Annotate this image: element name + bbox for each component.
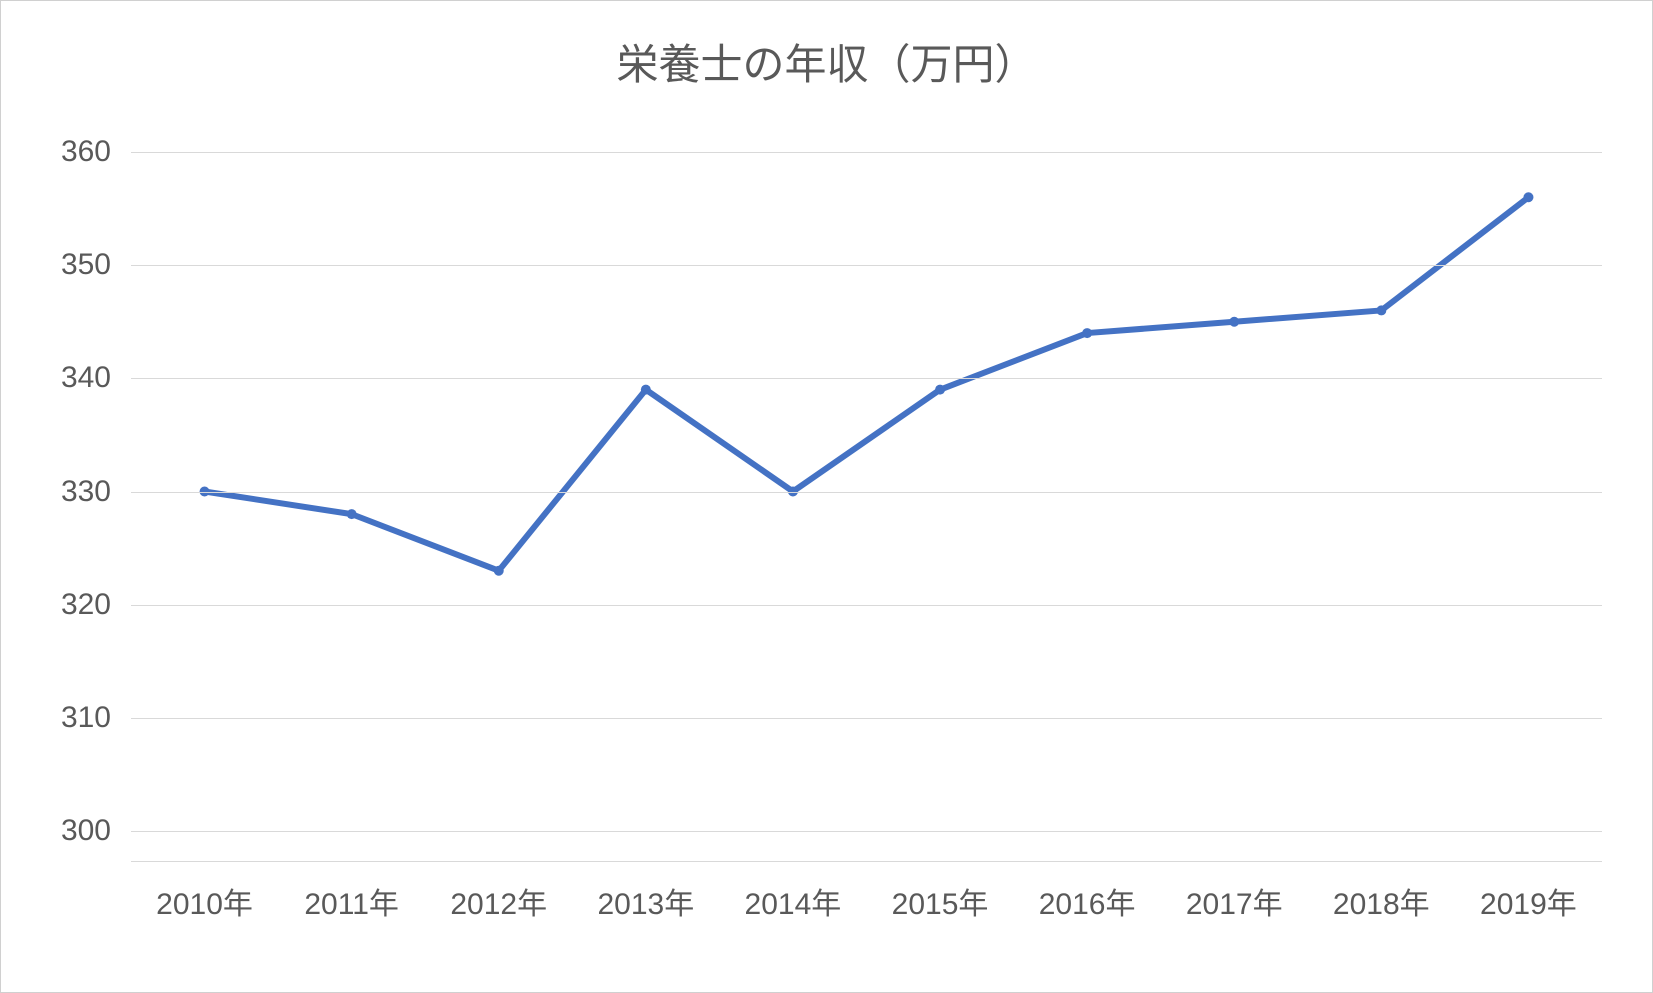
y-tick-label: 300 bbox=[61, 814, 111, 848]
data-point bbox=[935, 385, 945, 395]
grid-line bbox=[131, 378, 1602, 379]
x-tick-label: 2012年 bbox=[425, 867, 572, 922]
chart-container: 栄養士の年収（万円） 300310320330340350360 2010年20… bbox=[0, 0, 1653, 993]
plot-wrap: 300310320330340350360 2010年2011年2012年201… bbox=[31, 112, 1622, 922]
y-tick-label: 310 bbox=[61, 701, 111, 735]
data-point bbox=[347, 509, 357, 519]
x-tick-label: 2011年 bbox=[278, 867, 425, 922]
grid-line bbox=[131, 605, 1602, 606]
x-tick-label: 2014年 bbox=[719, 867, 866, 922]
grid-line bbox=[131, 831, 1602, 832]
data-point bbox=[1523, 192, 1533, 202]
y-tick-label: 340 bbox=[61, 361, 111, 395]
y-tick-label: 330 bbox=[61, 475, 111, 509]
chart-title: 栄養士の年収（万円） bbox=[31, 31, 1622, 92]
x-axis: 2010年2011年2012年2013年2014年2015年2016年2017年… bbox=[131, 867, 1602, 922]
x-tick-label: 2019年 bbox=[1455, 867, 1602, 922]
data-point bbox=[494, 566, 504, 576]
y-tick-label: 360 bbox=[61, 135, 111, 169]
x-tick-label: 2016年 bbox=[1014, 867, 1161, 922]
grid-line bbox=[131, 718, 1602, 719]
grid-line bbox=[131, 152, 1602, 153]
x-tick-label: 2018年 bbox=[1308, 867, 1455, 922]
grid-line bbox=[131, 265, 1602, 266]
x-tick-label: 2010年 bbox=[131, 867, 278, 922]
y-axis: 300 310 320 330 340 350 360 bbox=[31, 112, 121, 922]
x-tick-label: 2015年 bbox=[866, 867, 1013, 922]
data-point bbox=[1082, 328, 1092, 338]
plot-area bbox=[131, 112, 1602, 862]
x-tick-label: 2017年 bbox=[1161, 867, 1308, 922]
data-point bbox=[641, 385, 651, 395]
y-tick-label: 350 bbox=[61, 248, 111, 282]
x-tick-label: 2013年 bbox=[572, 867, 719, 922]
grid-line bbox=[131, 492, 1602, 493]
line-chart-svg bbox=[131, 112, 1602, 861]
y-tick-label: 320 bbox=[61, 588, 111, 622]
series-line bbox=[205, 197, 1529, 570]
data-point bbox=[1229, 317, 1239, 327]
data-point bbox=[1376, 305, 1386, 315]
